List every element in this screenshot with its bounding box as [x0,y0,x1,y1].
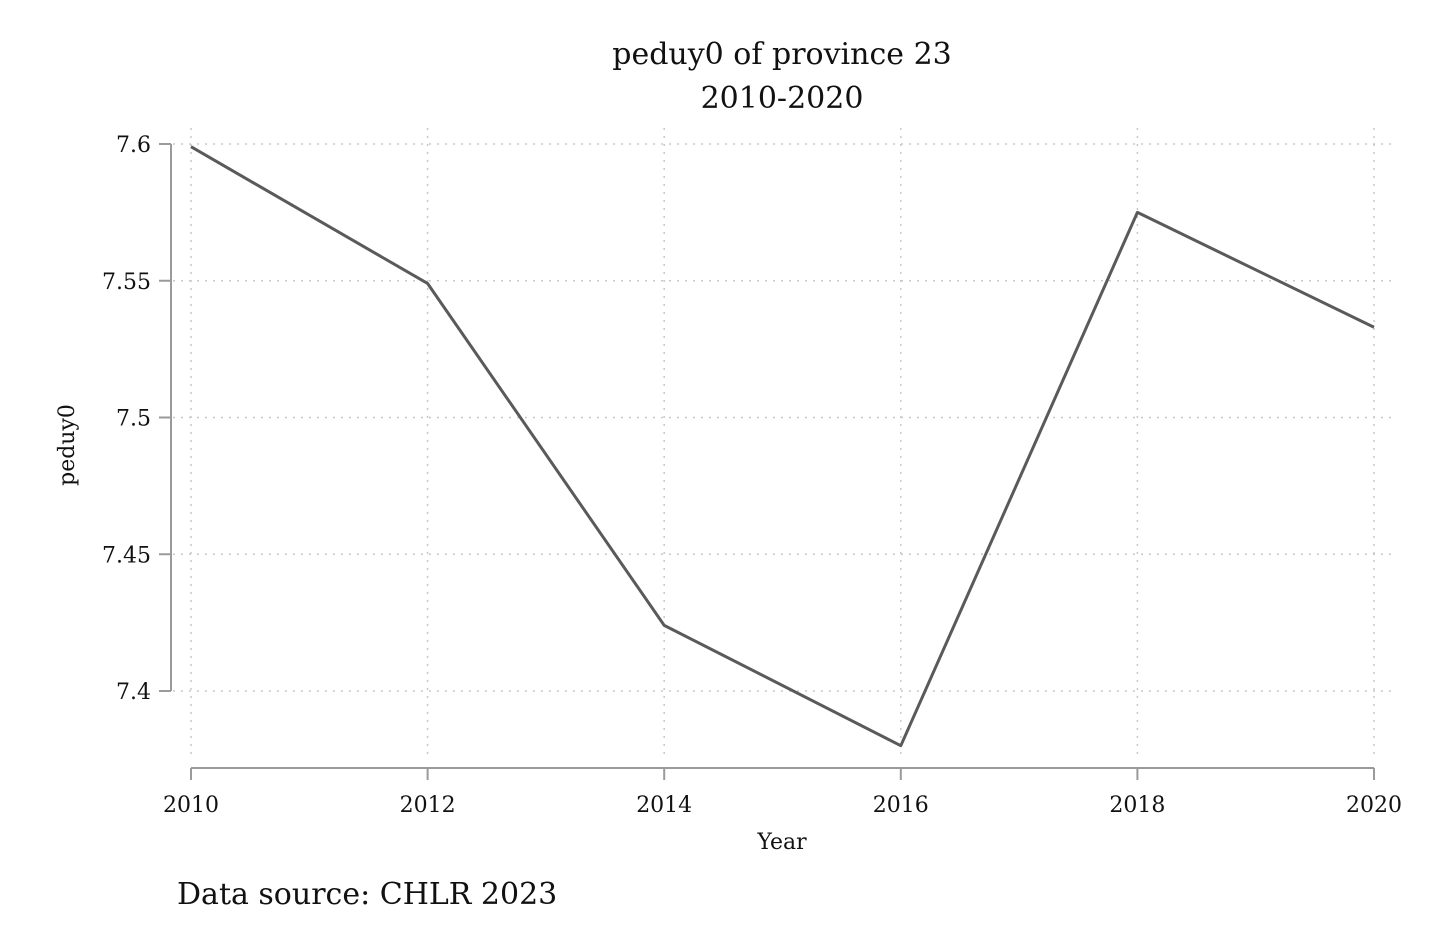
chart-subtitle: 2010-2020 [701,81,864,116]
y-tick-label: 7.4 [116,680,151,705]
data-source-note: Data source: CHLR 2023 [177,877,557,912]
y-tick-label: 7.45 [102,543,151,568]
x-tick-label: 2014 [636,793,692,818]
x-tick-label: 2020 [1346,793,1402,818]
grid [173,128,1392,758]
series-line [190,145,1375,748]
y-axis-title: peduy0 [55,404,80,486]
chart-title: peduy0 of province 23 [612,37,952,72]
x-tick-label: 2018 [1109,793,1165,818]
y-tick-label: 7.6 [116,133,151,158]
y-axis-ticks: 7.4 7.45 7.5 7.55 7.6 [102,133,171,705]
series [190,145,1375,748]
y-tick-label: 7.5 [116,407,151,432]
x-axis-title: Year [756,830,807,855]
x-tick-label: 2016 [873,793,929,818]
x-tick-label: 2010 [163,793,219,818]
x-axis-ticks: 2010 2012 2014 2016 2018 2020 [163,768,1402,818]
y-tick-label: 7.55 [102,270,151,295]
x-tick-label: 2012 [400,793,456,818]
